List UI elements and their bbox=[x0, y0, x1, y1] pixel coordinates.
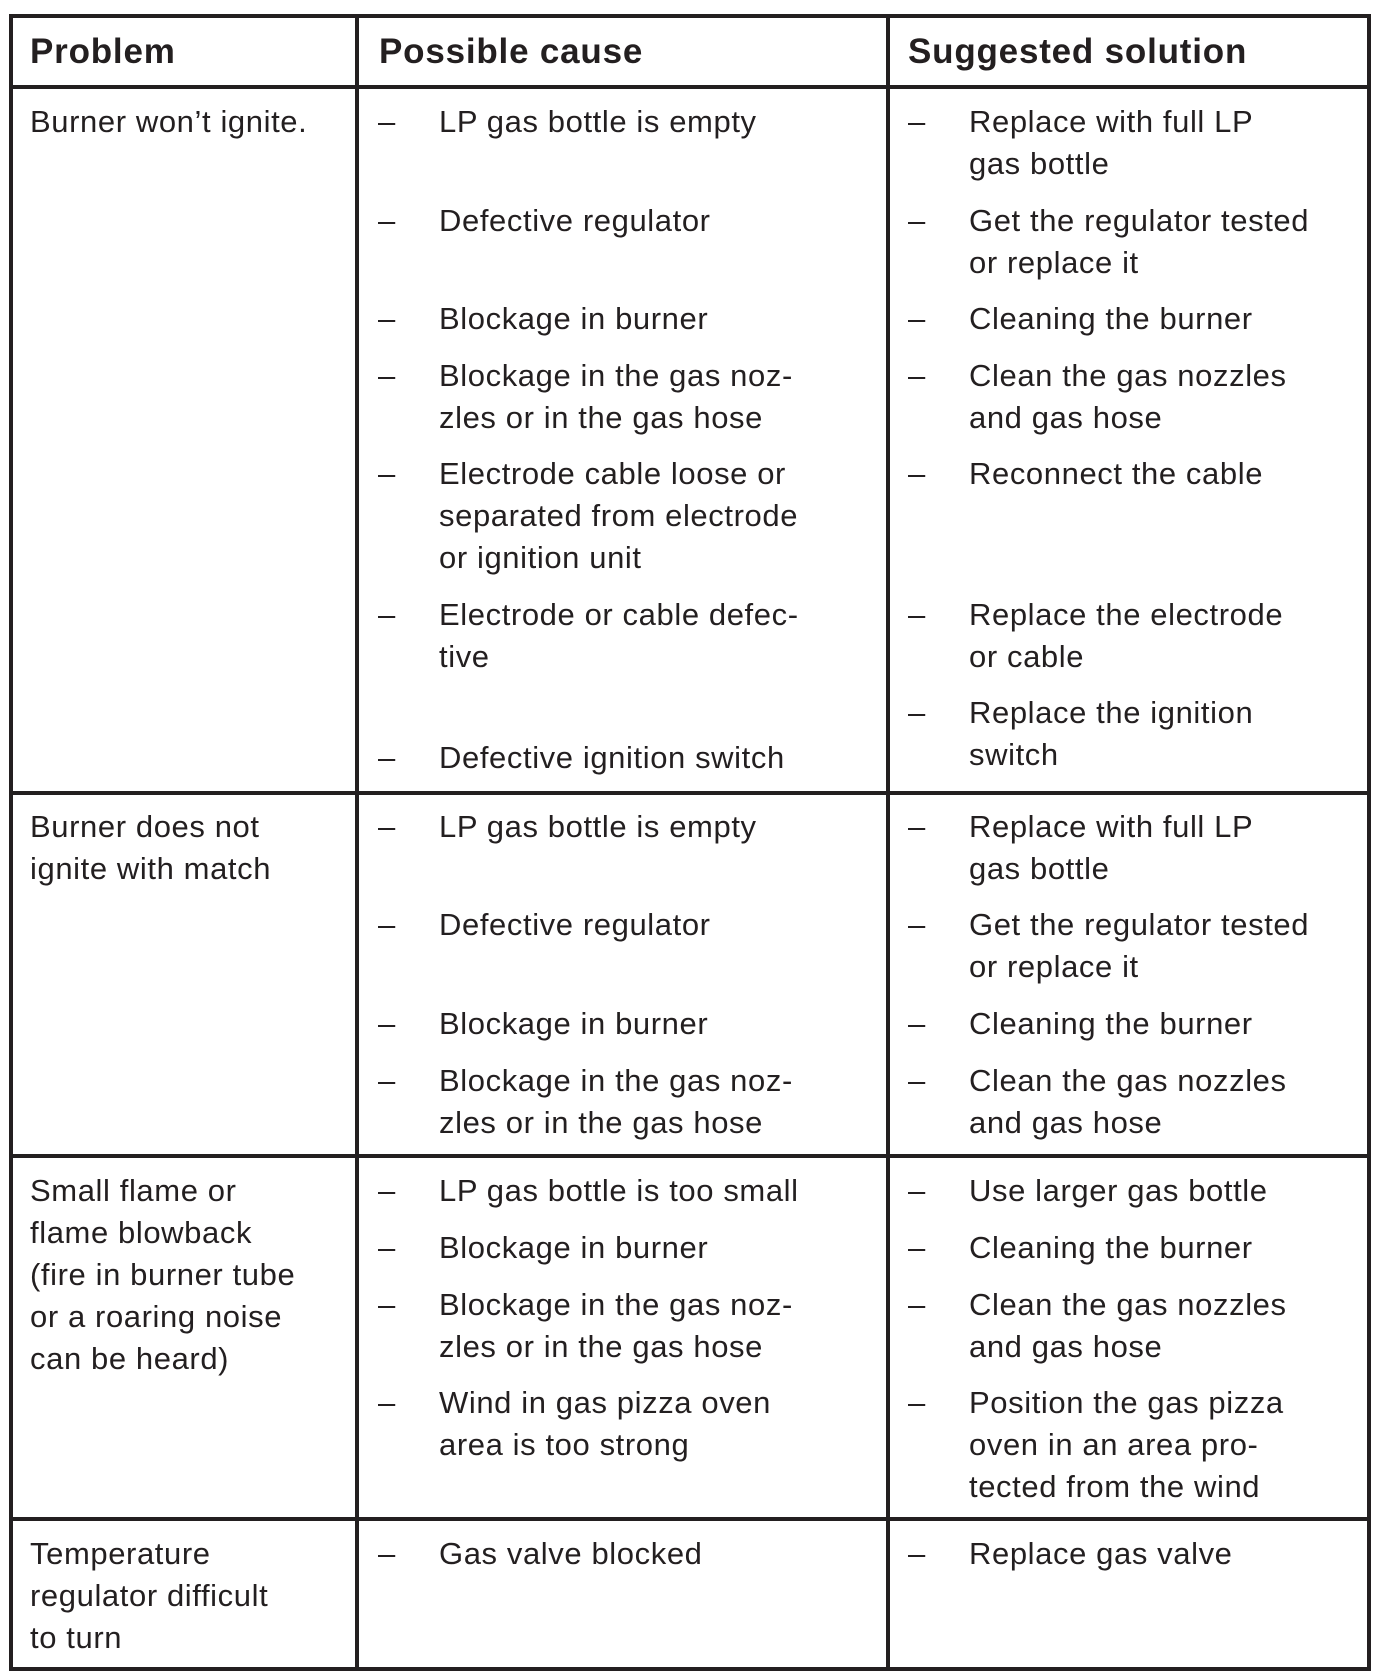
header-suggested-solution: Suggested solution bbox=[908, 32, 1248, 71]
possible-cause-item: LP gas bottle is empty bbox=[439, 809, 757, 844]
suggested-solution-item: Clean the gas nozzles and gas hose bbox=[969, 1063, 1287, 1140]
suggested-solution-item: Use larger gas bottle bbox=[969, 1173, 1268, 1208]
bullet-dash: – bbox=[908, 1287, 926, 1322]
possible-cause-item: Gas valve blocked bbox=[439, 1536, 703, 1571]
possible-cause-item: Blockage in burner bbox=[439, 1230, 709, 1265]
bullet-dash: – bbox=[378, 1385, 396, 1420]
bullet-dash: – bbox=[908, 597, 926, 632]
bullet-dash: – bbox=[378, 1230, 396, 1265]
bullet-dash: – bbox=[908, 1230, 926, 1265]
problem-cell: Temperature regulator difficult to turn bbox=[30, 1536, 269, 1655]
bullet-dash: – bbox=[908, 104, 926, 139]
row-divider bbox=[10, 791, 1371, 795]
possible-cause-item: Defective regulator bbox=[439, 907, 711, 942]
header-possible-cause: Possible cause bbox=[379, 32, 644, 71]
column-divider bbox=[886, 14, 890, 1671]
suggested-solution-item: Replace the ignition switch bbox=[969, 695, 1254, 772]
suggested-solution-item: Get the regulator tested or replace it bbox=[969, 203, 1310, 280]
suggested-solution-item: Cleaning the burner bbox=[969, 1230, 1253, 1265]
possible-cause-item: Electrode or cable defec- tive bbox=[439, 597, 799, 674]
row-divider bbox=[10, 1517, 1371, 1521]
bullet-dash: – bbox=[378, 1063, 396, 1098]
bullet-dash: – bbox=[908, 456, 926, 491]
suggested-solution-item: Reconnect the cable bbox=[969, 456, 1264, 491]
suggested-solution-item: Get the regulator tested or replace it bbox=[969, 907, 1310, 984]
bullet-dash: – bbox=[908, 301, 926, 336]
bullet-dash: – bbox=[378, 1536, 396, 1571]
column-divider bbox=[355, 14, 359, 1671]
suggested-solution-item: Cleaning the burner bbox=[969, 1006, 1253, 1041]
bullet-dash: – bbox=[908, 1536, 926, 1571]
bullet-dash: – bbox=[378, 809, 396, 844]
row-divider bbox=[10, 1154, 1371, 1158]
bullet-dash: – bbox=[908, 809, 926, 844]
possible-cause-item: Blockage in the gas noz- zles or in the … bbox=[439, 1063, 793, 1140]
bullet-dash: – bbox=[908, 695, 926, 730]
suggested-solution-item: Replace gas valve bbox=[969, 1536, 1233, 1571]
possible-cause-item: Blockage in the gas noz- zles or in the … bbox=[439, 358, 793, 435]
suggested-solution-item: Clean the gas nozzles and gas hose bbox=[969, 358, 1287, 435]
suggested-solution-item: Replace with full LP gas bottle bbox=[969, 809, 1254, 886]
possible-cause-item: Defective regulator bbox=[439, 203, 711, 238]
possible-cause-item: LP gas bottle is too small bbox=[439, 1173, 799, 1208]
bullet-dash: – bbox=[908, 1063, 926, 1098]
table-border bbox=[9, 14, 13, 1671]
bullet-dash: – bbox=[378, 301, 396, 336]
bullet-dash: – bbox=[378, 456, 396, 491]
bullet-dash: – bbox=[908, 203, 926, 238]
suggested-solution-item: Replace with full LP gas bottle bbox=[969, 104, 1254, 181]
problem-cell: Burner won’t ignite. bbox=[30, 104, 308, 139]
bullet-dash: – bbox=[908, 907, 926, 942]
possible-cause-item: Electrode cable loose or separated from … bbox=[439, 456, 799, 575]
bullet-dash: – bbox=[378, 597, 396, 632]
problem-cell: Burner does not ignite with match bbox=[30, 809, 272, 886]
possible-cause-item: Blockage in burner bbox=[439, 1006, 709, 1041]
table-border bbox=[10, 14, 1371, 18]
table-border bbox=[1367, 14, 1371, 1671]
bullet-dash: – bbox=[378, 358, 396, 393]
bullet-dash: – bbox=[378, 1287, 396, 1322]
bullet-dash: – bbox=[378, 1006, 396, 1041]
suggested-solution-item: Clean the gas nozzles and gas hose bbox=[969, 1287, 1287, 1364]
possible-cause-item: Wind in gas pizza oven area is too stron… bbox=[439, 1385, 771, 1462]
suggested-solution-item: Position the gas pizza oven in an area p… bbox=[969, 1385, 1284, 1504]
bullet-dash: – bbox=[378, 1173, 396, 1208]
possible-cause-item: Defective ignition switch bbox=[439, 740, 785, 775]
table-border bbox=[10, 1667, 1371, 1671]
bullet-dash: – bbox=[908, 1173, 926, 1208]
suggested-solution-item: Cleaning the burner bbox=[969, 301, 1253, 336]
bullet-dash: – bbox=[378, 104, 396, 139]
suggested-solution-item: Replace the electrode or cable bbox=[969, 597, 1284, 674]
possible-cause-item: Blockage in burner bbox=[439, 301, 709, 336]
header-problem: Problem bbox=[30, 32, 176, 71]
problem-cell: Small flame or flame blowback (fire in b… bbox=[30, 1173, 296, 1376]
possible-cause-item: LP gas bottle is empty bbox=[439, 104, 757, 139]
bullet-dash: – bbox=[908, 1006, 926, 1041]
possible-cause-item: Blockage in the gas noz- zles or in the … bbox=[439, 1287, 793, 1364]
bullet-dash: – bbox=[908, 358, 926, 393]
bullet-dash: – bbox=[378, 907, 396, 942]
bullet-dash: – bbox=[908, 1385, 926, 1420]
bullet-dash: – bbox=[378, 203, 396, 238]
bullet-dash: – bbox=[378, 740, 396, 775]
header-divider bbox=[10, 85, 1371, 89]
